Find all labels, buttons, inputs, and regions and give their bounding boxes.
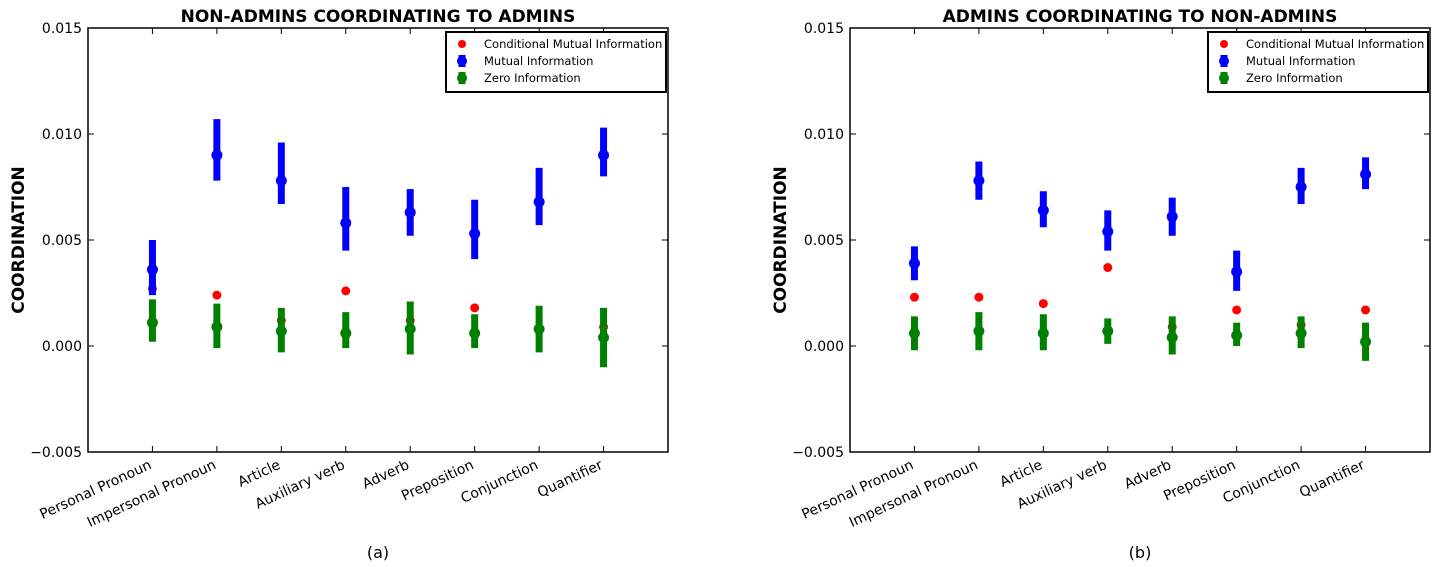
data-point — [1167, 211, 1178, 222]
data-point — [1360, 336, 1371, 347]
legend-marker — [458, 40, 466, 48]
legend-label: Zero Information — [484, 71, 581, 85]
y-tick-label: 0.005 — [804, 233, 844, 249]
data-point — [211, 321, 222, 332]
y-axis-label: COORDINATION — [771, 166, 791, 314]
data-point — [469, 328, 480, 339]
data-point — [1231, 330, 1242, 341]
legend: Conditional Mutual Information Mutual Inf… — [1208, 32, 1428, 92]
data-point — [1231, 266, 1242, 277]
y-tick-label: 0.000 — [42, 339, 82, 355]
data-point — [1296, 328, 1307, 339]
data-point — [1038, 328, 1049, 339]
series-zero-information — [147, 299, 609, 367]
data-point — [340, 328, 351, 339]
data-point — [1102, 326, 1113, 337]
data-point — [405, 324, 416, 335]
data-point — [1038, 205, 1049, 216]
data-point — [974, 293, 983, 302]
legend-label: Mutual Information — [1246, 54, 1355, 68]
data-point — [598, 150, 609, 161]
legend-marker — [1219, 73, 1229, 83]
data-point — [534, 196, 545, 207]
data-point — [909, 328, 920, 339]
data-point — [973, 175, 984, 186]
data-point — [212, 291, 221, 300]
y-tick-label: 0.015 — [804, 21, 844, 37]
panel-label: (a) — [367, 543, 389, 562]
y-tick-label: −0.005 — [30, 445, 82, 461]
chart-title: ADMINS COORDINATING TO NON-ADMINS — [943, 7, 1338, 27]
y-tick-label: 0.015 — [42, 21, 82, 37]
legend: Conditional Mutual Information Mutual Inf… — [446, 32, 666, 92]
data-point — [973, 326, 984, 337]
data-point — [1296, 182, 1307, 193]
chart-title: NON-ADMINS COORDINATING TO ADMINS — [181, 7, 576, 27]
series-mutual-information — [147, 119, 609, 295]
data-point — [469, 228, 480, 239]
data-point — [1102, 226, 1113, 237]
y-axis-label: COORDINATION — [9, 166, 29, 314]
legend-label: Zero Information — [1246, 71, 1343, 85]
legend-label: Conditional Mutual Information — [484, 37, 662, 51]
legend-marker — [457, 56, 467, 66]
y-tick-label: −0.005 — [792, 445, 844, 461]
series-zero-information — [909, 312, 1371, 361]
data-point — [598, 332, 609, 343]
legend-marker — [1219, 56, 1229, 66]
data-point — [1167, 332, 1178, 343]
data-point — [470, 303, 479, 312]
chart-panel-b: ADMINS COORDINATING TO NON-ADMINS COORDIN… — [771, 7, 1430, 562]
x-tick-label: Quantifier — [1297, 457, 1367, 501]
data-point — [909, 258, 920, 269]
data-point — [534, 324, 545, 335]
legend-label: Conditional Mutual Information — [1246, 37, 1424, 51]
y-tick-label: 0.010 — [42, 127, 82, 143]
data-point — [276, 175, 287, 186]
legend-marker — [457, 73, 467, 83]
y-tick-label: 0.000 — [804, 339, 844, 355]
x-tick-label: Article — [998, 457, 1045, 490]
legend-label: Mutual Information — [484, 54, 593, 68]
x-tick-label: Quantifier — [535, 457, 605, 501]
panel-label: (b) — [1129, 543, 1152, 562]
data-point — [1360, 169, 1371, 180]
x-tick-label: Article — [236, 457, 283, 490]
data-point — [211, 150, 222, 161]
data-point — [405, 207, 416, 218]
y-tick-label: 0.005 — [42, 233, 82, 249]
series-mutual-information — [909, 157, 1371, 291]
data-point — [1103, 263, 1112, 272]
data-point — [910, 293, 919, 302]
data-point — [1039, 299, 1048, 308]
data-point — [147, 264, 158, 275]
data-point — [340, 218, 351, 229]
legend-marker — [1220, 40, 1228, 48]
data-point — [1361, 305, 1370, 314]
y-tick-label: 0.010 — [804, 127, 844, 143]
data-point — [147, 317, 158, 328]
data-point — [276, 326, 287, 337]
data-point — [1232, 305, 1241, 314]
data-point — [341, 286, 350, 295]
chart-panel-a: NON-ADMINS COORDINATING TO ADMINS COORDIN… — [9, 7, 668, 562]
